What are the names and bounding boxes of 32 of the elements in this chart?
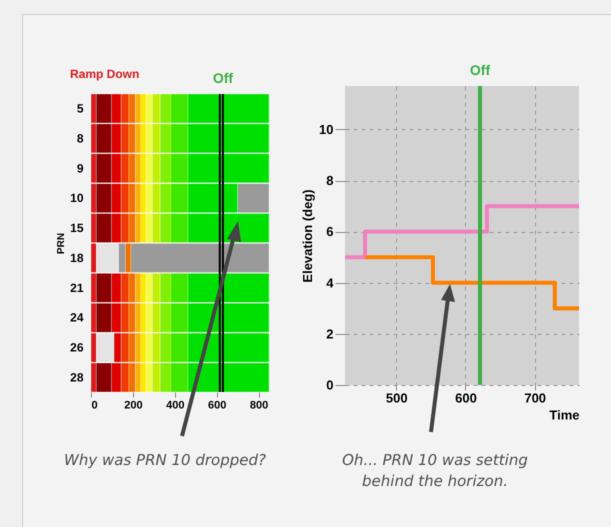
y-tick-label: 26 <box>70 340 84 355</box>
y-axis-title: Elevation (deg) <box>300 189 316 283</box>
y-tick-label: 9 <box>76 161 84 176</box>
x-axis-title: Time <box>549 408 580 422</box>
x-tick-label: 600 <box>455 390 477 406</box>
y-tick-label: 0 <box>326 378 334 392</box>
y-tick-label: 21 <box>70 280 84 295</box>
y-tick-label: 2 <box>326 326 334 342</box>
y-tick-label: 15 <box>70 221 84 236</box>
x-tick-label: 400 <box>166 400 184 412</box>
x-tick-label: 700 <box>524 390 546 406</box>
x-tick-label: 600 <box>208 400 226 412</box>
y-tick-label: 18 <box>70 250 84 265</box>
ref-line-label: Off <box>470 62 490 78</box>
text: Ramp Down <box>70 67 140 81</box>
y-tick-label: 24 <box>70 310 84 325</box>
y-tick-label: 28 <box>70 370 84 385</box>
x-tick-label: 200 <box>124 400 143 412</box>
ref-line-label: Off <box>212 70 234 86</box>
y-tick-label: 4 <box>326 275 334 290</box>
x-tick-label: 0 <box>92 400 98 412</box>
y-tick-label: 8 <box>76 131 84 146</box>
y-axis-title: PRN <box>56 232 68 254</box>
y-tick-label: 10 <box>319 122 334 137</box>
x-tick-label: 500 <box>386 390 408 406</box>
y-tick-label: 10 <box>70 191 84 206</box>
y-tick-label: 8 <box>326 173 334 188</box>
text: Why was PRN 10 dropped? <box>63 450 267 471</box>
y-tick-label: 5 <box>76 101 84 116</box>
text: Oh... PRN 10 was setting behind the horizon. <box>341 450 529 492</box>
y-tick-label: 6 <box>326 224 334 240</box>
x-tick-label: 800 <box>250 400 268 412</box>
